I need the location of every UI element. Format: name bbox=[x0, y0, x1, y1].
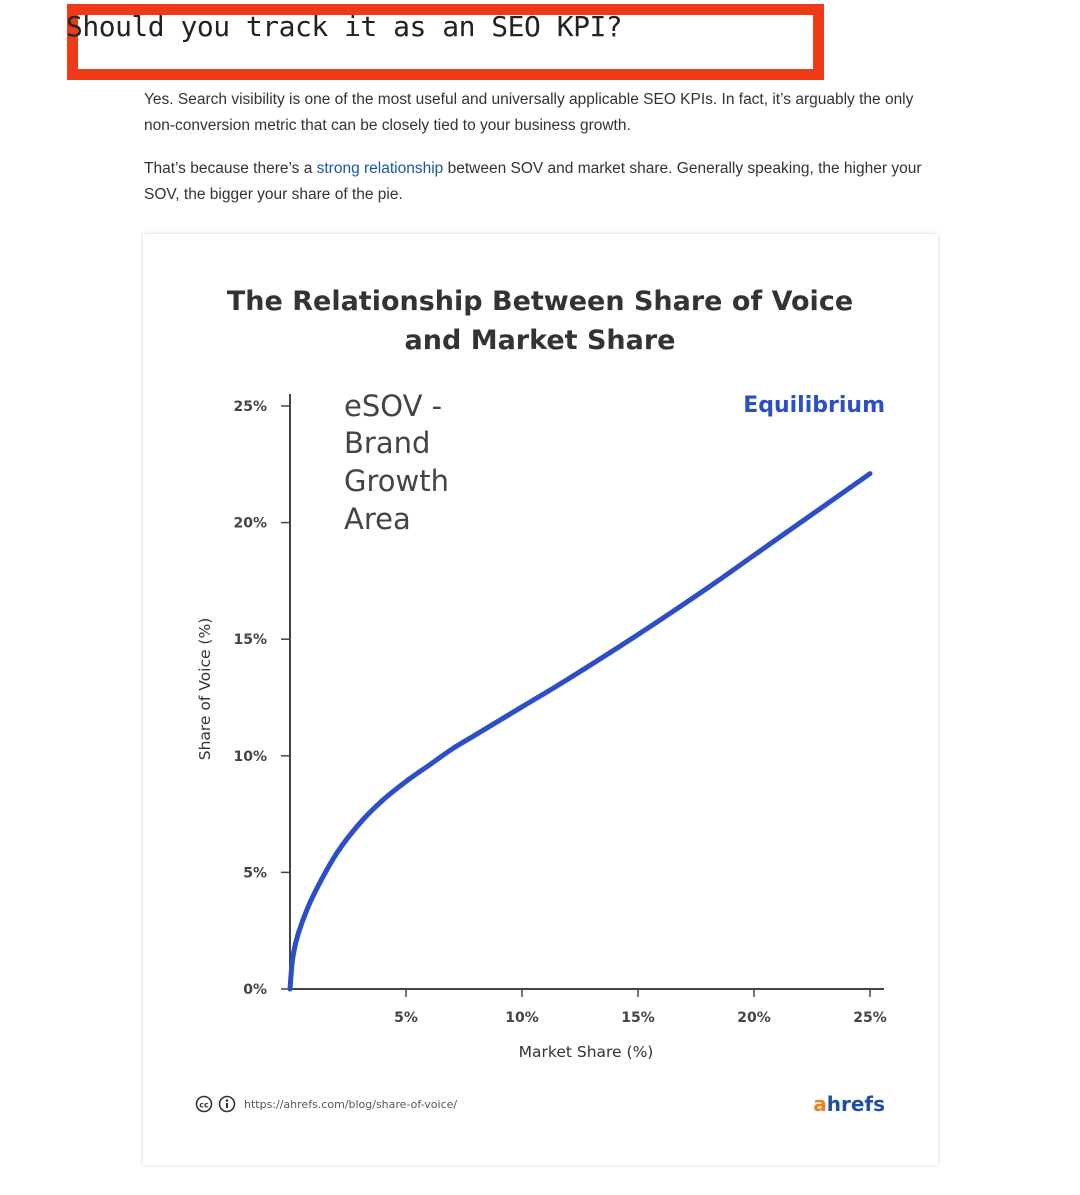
x-axis-label: Market Share (%) bbox=[519, 1043, 654, 1061]
series-label-equilibrium: Equilibrium bbox=[743, 393, 885, 418]
source-url: https://ahrefs.com/blog/share-of-voice/ bbox=[244, 1098, 457, 1111]
annotation-line-3: Growth bbox=[344, 464, 449, 498]
y-tick-label: 10% bbox=[233, 749, 267, 765]
x-tick-label: 25% bbox=[853, 1010, 887, 1026]
svg-text:cc: cc bbox=[199, 1101, 209, 1110]
y-axis-label: Share of Voice (%) bbox=[196, 618, 214, 761]
y-tick-label: 5% bbox=[243, 865, 267, 881]
x-tick-label: 15% bbox=[621, 1010, 655, 1026]
paragraph-2: That’s because there’s a strong relation… bbox=[144, 156, 934, 208]
ahrefs-logo: ahrefs bbox=[813, 1092, 885, 1116]
chart: The Relationship Between Share of Voice … bbox=[195, 286, 887, 1116]
attribution-icons: cc bbox=[195, 1095, 236, 1113]
x-tick-label: 5% bbox=[394, 1010, 418, 1026]
paragraph-2-before: That’s because there’s a bbox=[144, 160, 317, 177]
y-tick-label: 20% bbox=[233, 516, 267, 532]
chart-title-line2: and Market Share bbox=[405, 325, 676, 356]
strong-relationship-link[interactable]: strong relationship bbox=[316, 160, 444, 177]
y-tick-label: 25% bbox=[233, 399, 267, 415]
chart-card: The Relationship Between Share of Voice … bbox=[143, 234, 938, 1165]
equilibrium-curve bbox=[287, 471, 873, 992]
section-heading: Should you track it as an SEO KPI? bbox=[66, 10, 623, 43]
paragraph-1: Yes. Search visibility is one of the mos… bbox=[144, 91, 914, 134]
x-tick-label: 20% bbox=[737, 1010, 771, 1026]
paragraph-2-after: between SOV and market share. Generally … bbox=[144, 160, 922, 203]
creative-commons-icon: cc bbox=[195, 1095, 213, 1113]
y-tick-label: 15% bbox=[233, 632, 267, 648]
annotation-line-2: Brand bbox=[344, 426, 430, 460]
attribution-info-icon bbox=[218, 1095, 236, 1113]
logo-a: a bbox=[813, 1092, 827, 1116]
logo-hrefs: hrefs bbox=[827, 1092, 885, 1116]
annotation-line-4: Area bbox=[344, 502, 411, 536]
x-tick-label: 10% bbox=[505, 1010, 539, 1026]
chart-title-line1: The Relationship Between Share of Voice bbox=[227, 286, 853, 317]
y-tick-label: 0% bbox=[243, 982, 267, 998]
heading-highlight-box bbox=[67, 4, 824, 80]
annotation-line-1: eSOV - bbox=[344, 389, 442, 423]
